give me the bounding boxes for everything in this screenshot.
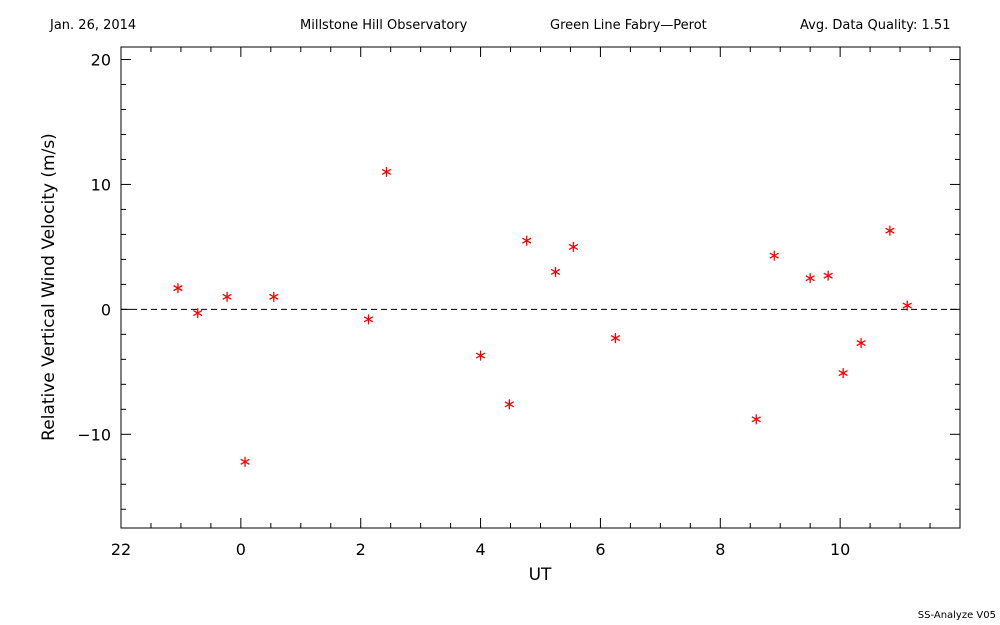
x-tick-label: 6: [595, 540, 605, 559]
data-point: [269, 291, 279, 302]
data-point: [769, 250, 779, 261]
data-point: [173, 283, 183, 294]
data-point: [381, 166, 392, 177]
x-tick-label: 4: [475, 540, 485, 559]
data-point: [805, 273, 815, 284]
x-tick-label: 10: [830, 540, 850, 559]
y-tick-label: 0: [101, 300, 111, 319]
data-point: [902, 300, 912, 311]
data-point: [240, 456, 250, 467]
date-label: Jan. 26, 2014: [50, 18, 137, 33]
data-point: [222, 291, 232, 302]
x-tick-label: 8: [715, 540, 725, 559]
data-points: [173, 166, 912, 467]
data-point: [522, 235, 532, 246]
data-point: [475, 350, 486, 361]
data-point: [751, 414, 761, 425]
data-point: [856, 338, 866, 349]
x-tick-label: 0: [236, 540, 246, 559]
x-tick-label: 22: [111, 540, 131, 559]
y-tick-label: 20: [91, 50, 111, 69]
version-label: SS-Analyze V05: [917, 610, 996, 621]
observatory-label: Millstone Hill Observatory: [300, 18, 468, 33]
instrument-label: Green Line Fabry—Perot: [550, 18, 707, 33]
data-point: [568, 241, 579, 252]
data-point: [838, 368, 848, 379]
x-tick-label: 2: [356, 540, 366, 559]
y-axis-title: Relative Vertical Wind Velocity (m/s): [39, 133, 59, 441]
data-point: [363, 314, 374, 325]
data-point: [504, 399, 515, 410]
data-point: [550, 266, 561, 277]
data-point: [610, 333, 621, 344]
data-point: [823, 270, 833, 281]
plot-frame: [120, 46, 961, 529]
quality-label: Avg. Data Quality: 1.51: [800, 18, 951, 33]
y-tick-label: 10: [91, 175, 111, 194]
x-axis-title: UT: [529, 565, 552, 585]
data-point: [193, 308, 203, 319]
y-tick-label: −10: [77, 425, 111, 444]
axis-ticks: [120, 47, 961, 528]
tick-labels: 22 0 2 4 6 8 10 20 10 0 −10: [77, 50, 850, 559]
data-point: [885, 225, 895, 236]
